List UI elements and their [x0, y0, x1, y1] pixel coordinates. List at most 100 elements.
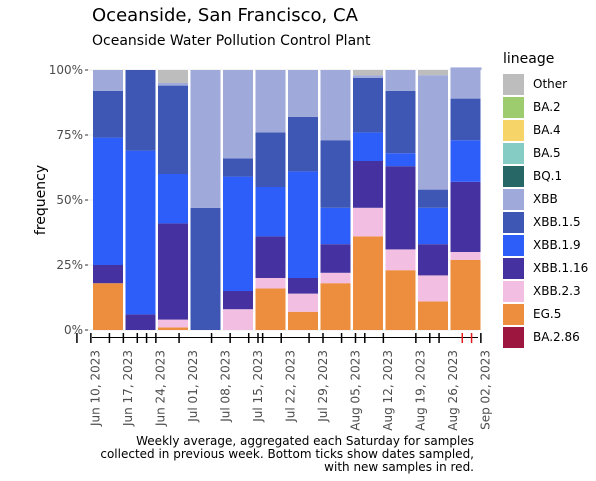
caption: Weekly average, aggregated each Saturday… [100, 434, 474, 474]
bar-segment [158, 70, 189, 83]
legend-swatch [503, 120, 524, 141]
x-tick-label: Aug 05, 2023 [349, 350, 363, 431]
bar-stack [418, 70, 450, 330]
bar-segment [255, 288, 287, 330]
x-tick-label: Jul 08, 2023 [219, 350, 233, 423]
legend-swatch [503, 189, 524, 210]
bar-segment [353, 70, 384, 76]
bar-segment [385, 153, 417, 167]
bar-segment [288, 171, 319, 278]
bar-segment [125, 150, 157, 315]
x-tick-label: Jul 01, 2023 [186, 350, 200, 423]
legend-label: BA.4 [533, 123, 561, 137]
bar-segment [255, 132, 287, 187]
bar-stack [223, 70, 255, 330]
bar-segment [320, 283, 352, 330]
bar-segment [353, 75, 384, 78]
x-tick-label: Jul 15, 2023 [251, 350, 265, 423]
bar-segment [93, 265, 124, 284]
caption-line-3: with new samples in red. [324, 460, 474, 474]
legend-swatch [503, 212, 524, 233]
bar-segment [288, 116, 319, 172]
bar-segment [125, 70, 157, 151]
legend: lineage Other BA.2 BA.4 BA.5 BQ.1 XBB XBB.1.5 X… [503, 51, 588, 348]
bar-segment [450, 259, 482, 330]
bar-segment [353, 132, 384, 161]
y-axis: 0% 25% 50% 75% 100% [49, 63, 88, 337]
legend-label: XBB.1.5 [533, 215, 581, 229]
legend-label: XBB [533, 192, 558, 206]
bar-stack [158, 70, 190, 330]
bar-segment [418, 275, 449, 302]
bar-stack [450, 67, 483, 330]
bar-segment [353, 207, 384, 237]
x-tick-label: Jul 22, 2023 [284, 350, 298, 423]
bar-segment [125, 314, 157, 330]
bar-segment [418, 207, 449, 245]
bar-segment [320, 272, 352, 284]
bar-segment [223, 291, 254, 310]
legend-label: XBB.1.16 [533, 261, 588, 275]
bar-segment [255, 187, 287, 237]
legend-title: lineage [503, 51, 554, 67]
bar-segment [93, 137, 124, 265]
bar-segment [450, 140, 482, 182]
legend-swatch [503, 258, 524, 279]
bar-segment [288, 311, 319, 330]
bar-segment [418, 301, 449, 330]
bar-segment [288, 278, 319, 294]
bar-segment [385, 70, 417, 91]
x-tick-label: Jun 17, 2023 [121, 350, 135, 427]
y-tick-label: 75% [56, 128, 83, 142]
bar-segment [385, 166, 417, 250]
bar-segment [158, 174, 189, 224]
bar-segment [93, 90, 124, 138]
bar-stack [255, 70, 288, 330]
bar-stack [93, 70, 125, 330]
legend-swatch [503, 304, 524, 325]
bars [93, 67, 483, 330]
bar-segment [418, 75, 449, 190]
bar-segment [223, 176, 254, 291]
bar-segment [418, 70, 449, 76]
bar-segment [255, 236, 287, 278]
bar-segment [385, 270, 417, 330]
x-tick-label: Aug 12, 2023 [381, 350, 395, 431]
y-tick-label: 100% [49, 63, 83, 77]
legend-swatch [503, 281, 524, 302]
bar-segment [158, 83, 189, 86]
bar-stack [190, 70, 223, 330]
bar-segment [320, 207, 352, 245]
x-tick-label: Aug 19, 2023 [414, 350, 428, 431]
y-axis-title: frequency [33, 165, 49, 235]
bar-stack [353, 70, 385, 330]
bar-stack [320, 70, 353, 330]
bar-segment [158, 327, 189, 330]
caption-line-2: collected in previous week. Bottom ticks… [100, 447, 474, 461]
bar-segment [223, 309, 254, 330]
legend-swatch [503, 97, 524, 118]
x-axis: Jun 10, 2023 Jun 17, 2023 Jun 24, 2023 Jul … [89, 350, 493, 431]
bar-segment [93, 70, 124, 91]
bar-segment [255, 70, 287, 133]
bar-stack [385, 70, 418, 330]
bar-segment [158, 319, 189, 328]
bar-segment [385, 249, 417, 271]
bar-segment [353, 236, 384, 330]
bar-segment [223, 158, 254, 177]
legend-label: BA.2.86 [533, 330, 580, 344]
bar-segment [353, 161, 384, 208]
bar-segment [158, 223, 189, 320]
caption-line-1: Weekly average, aggregated each Saturday… [136, 434, 474, 448]
bar-segment [223, 70, 254, 159]
sample-date-ticks [76, 333, 482, 343]
y-tick-label: 0% [64, 323, 83, 337]
bar-segment [418, 244, 449, 276]
x-tick-label: Jun 24, 2023 [154, 350, 168, 427]
legend-swatch [503, 166, 524, 187]
bar-segment [320, 244, 352, 273]
bar-segment [320, 140, 352, 208]
y-tick-label: 25% [56, 258, 83, 272]
legend-label: BA.5 [533, 146, 561, 160]
